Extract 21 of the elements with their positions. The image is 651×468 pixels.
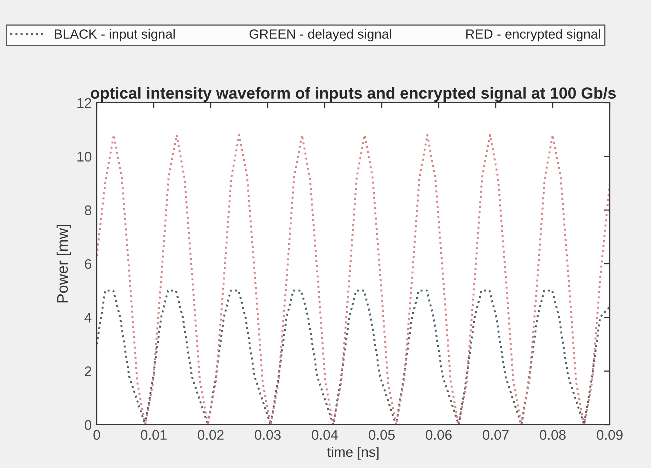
- y-axis-title: Power [mw]: [56, 225, 72, 303]
- x-tick-label: 0.02: [198, 430, 224, 440]
- y-tick-label: 6: [85, 259, 92, 270]
- y-tick-label: 2: [85, 366, 92, 376]
- chart-title: optical intensity waveform of inputs and encrypted signal at 100 Gb/s: [90, 87, 616, 102]
- y-tick-label: 8: [85, 206, 92, 216]
- x-tick-label: 0.06: [426, 430, 452, 440]
- x-tick-label: 0.09: [597, 430, 623, 440]
- x-tick-label: 0.04: [312, 430, 338, 440]
- y-tick-label: 0: [84, 420, 92, 430]
- y-tick-label: 10: [78, 152, 92, 162]
- x-tick-label: 0.01: [141, 430, 167, 440]
- x-tick-label: 0: [94, 430, 100, 440]
- y-tick-label: 4: [84, 313, 92, 323]
- x-tick-label: 0.08: [540, 430, 566, 440]
- x-tick-label: 0.05: [369, 430, 395, 440]
- x-tick-label: 0.03: [255, 430, 281, 440]
- y-tick-label: 12: [78, 98, 92, 108]
- x-tick-label: 0.07: [483, 430, 509, 440]
- legend-label: BLACK - input signal GREEN - delayed signal RED - encrypted signal: [55, 29, 600, 42]
- x-axis-title: time [ns]: [327, 446, 379, 460]
